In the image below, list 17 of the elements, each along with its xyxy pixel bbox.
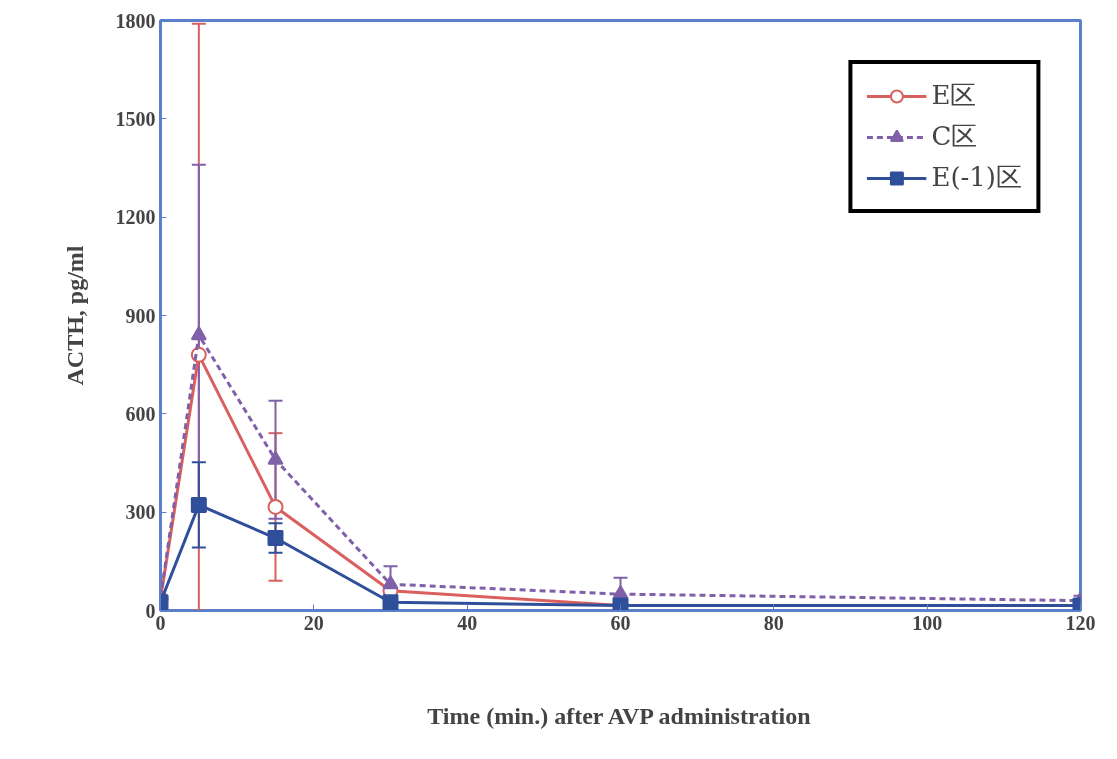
x-tick-label: 40 bbox=[457, 611, 478, 634]
y-tick-label: 300 bbox=[125, 501, 156, 524]
x-tick-label: 120 bbox=[1065, 611, 1096, 634]
x-tick-label: 100 bbox=[912, 611, 943, 634]
y-tick-label: 1500 bbox=[115, 107, 156, 130]
legend-label: C区 bbox=[931, 120, 978, 153]
x-axis-title: Time (min.) after AVP administration bbox=[427, 702, 811, 729]
y-tick-label: 600 bbox=[125, 402, 156, 425]
y-axis-title: ACTH, pg/ml bbox=[61, 245, 88, 386]
legend-label: E(-1)区 bbox=[931, 161, 1022, 194]
y-tick-label: 1800 bbox=[115, 9, 156, 32]
y-tick-label: 1200 bbox=[115, 206, 156, 229]
x-tick-label: 60 bbox=[610, 611, 631, 634]
x-tick-label: 20 bbox=[303, 611, 324, 634]
y-tick-label: 900 bbox=[125, 304, 156, 327]
x-tick-label: 80 bbox=[763, 611, 784, 634]
legend-label: E区 bbox=[931, 79, 977, 112]
